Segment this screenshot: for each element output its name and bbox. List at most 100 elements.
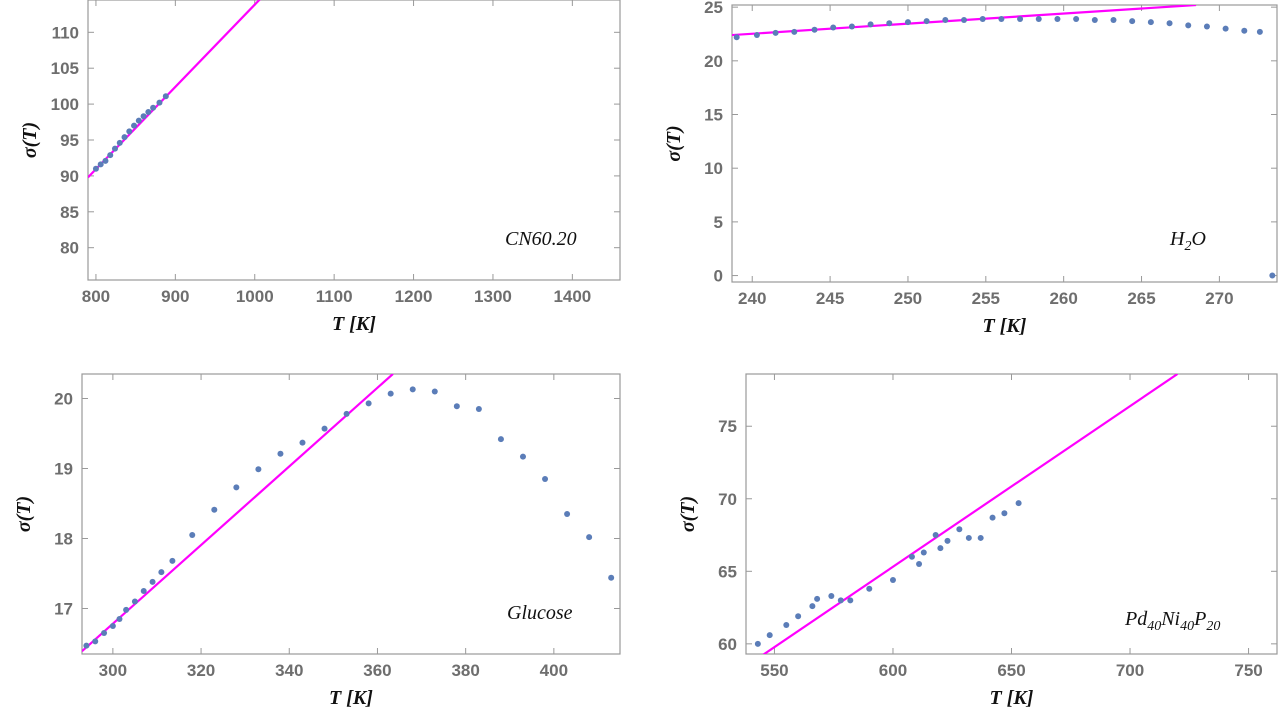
data-point [753,32,760,39]
data-point [1185,22,1192,29]
data-point [299,439,306,446]
fit-line [82,374,394,653]
y-tick-label: 110 [52,23,79,42]
data-point [475,406,482,412]
y-tick-label: 65 [718,562,737,581]
data-point [1269,272,1276,279]
data-point [866,585,873,592]
chart-annotation: CN60.20 [505,228,577,250]
data-point [83,642,90,649]
y-tick-label: 105 [51,59,79,78]
data-point [116,616,123,622]
plot-frame [81,373,621,655]
data-point [1091,17,1098,24]
data-point [189,532,196,538]
y-tick-label: 95 [60,131,79,150]
data-point [1129,18,1136,25]
data-point [387,390,394,397]
data-point [989,514,996,521]
data-point [131,598,138,605]
data-point [255,466,262,473]
data-point [233,484,240,491]
data-point [586,534,593,541]
data-point [123,606,130,613]
data-point [343,410,350,417]
x-tick-label: 260 [1049,289,1077,308]
x-tick-label: 320 [187,661,215,680]
data-point [409,386,416,393]
chart-glucose: 300 320 340 360 380 400 17 18 19 20 T [K] σ(T) Gluco… [13,373,621,709]
data-point [1241,27,1248,34]
data-point [809,603,816,610]
x-tick-label: 1200 [395,287,433,306]
data-point [101,630,108,636]
chart-annotation: H2O [1169,228,1206,254]
y-axis-label: σ(T) [663,125,685,161]
data-point [772,29,779,36]
data-point [211,506,218,513]
y-tick-label: 20 [54,390,73,409]
y-axis-label: σ(T) [677,496,699,532]
data-point [109,623,116,629]
data-point [979,15,986,22]
data-point [453,403,460,410]
data-point [92,165,99,172]
data-point [169,557,176,564]
data-point [116,139,123,146]
data-point [135,117,142,124]
data-point [1015,500,1022,507]
data-point [1110,17,1117,24]
data-point [937,545,944,552]
data-point [126,128,133,135]
y-tick-label: 0 [714,267,723,286]
data-point [131,122,138,129]
chart-pd40: 550 600 650 700 750 60 65 70 75 T [K] σ(T) Pd40Ni40… [677,373,1278,709]
data-point [754,640,761,647]
y-tick-label: 25 [704,0,723,17]
data-point [766,632,773,639]
data-point [848,23,855,30]
data-point [814,595,821,602]
data-point [1166,20,1173,27]
data-point [908,553,915,560]
x-tick-label: 600 [879,661,907,680]
y-tick-label: 70 [718,490,737,509]
y-tick-label: 19 [54,460,73,479]
data-point [92,638,99,645]
x-tick-label: 245 [816,289,844,308]
data-point [97,161,104,168]
y-tick-label: 20 [704,52,723,71]
data-point [1256,28,1263,35]
data-point [942,17,949,24]
data-point [1222,25,1229,32]
y-tick-label: 60 [718,635,737,654]
data-point [920,549,927,556]
data-point [830,24,837,31]
x-tick-label: 360 [363,661,391,680]
data-point [1001,510,1008,517]
y-tick-label: 17 [54,600,73,619]
data-point [608,574,615,581]
data-point [733,34,740,41]
data-point [998,15,1005,22]
y-tick-label: 75 [718,417,737,436]
data-point [1054,15,1061,22]
data-point [321,425,328,432]
x-tick-label: 240 [738,289,766,308]
data-point [145,109,152,115]
data-point [837,597,844,604]
plot-frame [731,4,1278,283]
x-tick-label: 380 [451,661,479,680]
x-tick-label: 265 [1127,289,1155,308]
data-point [140,113,147,120]
data-point [811,26,818,33]
x-axis-label: T [K] [332,313,376,335]
x-axis-label: T [K] [983,315,1027,337]
data-point [904,19,911,26]
data-point [886,20,893,27]
data-point [107,152,114,159]
data-point [1147,19,1154,26]
x-tick-label: 700 [1116,661,1144,680]
x-axis-label: T [K] [329,687,373,709]
data-point [277,450,284,457]
